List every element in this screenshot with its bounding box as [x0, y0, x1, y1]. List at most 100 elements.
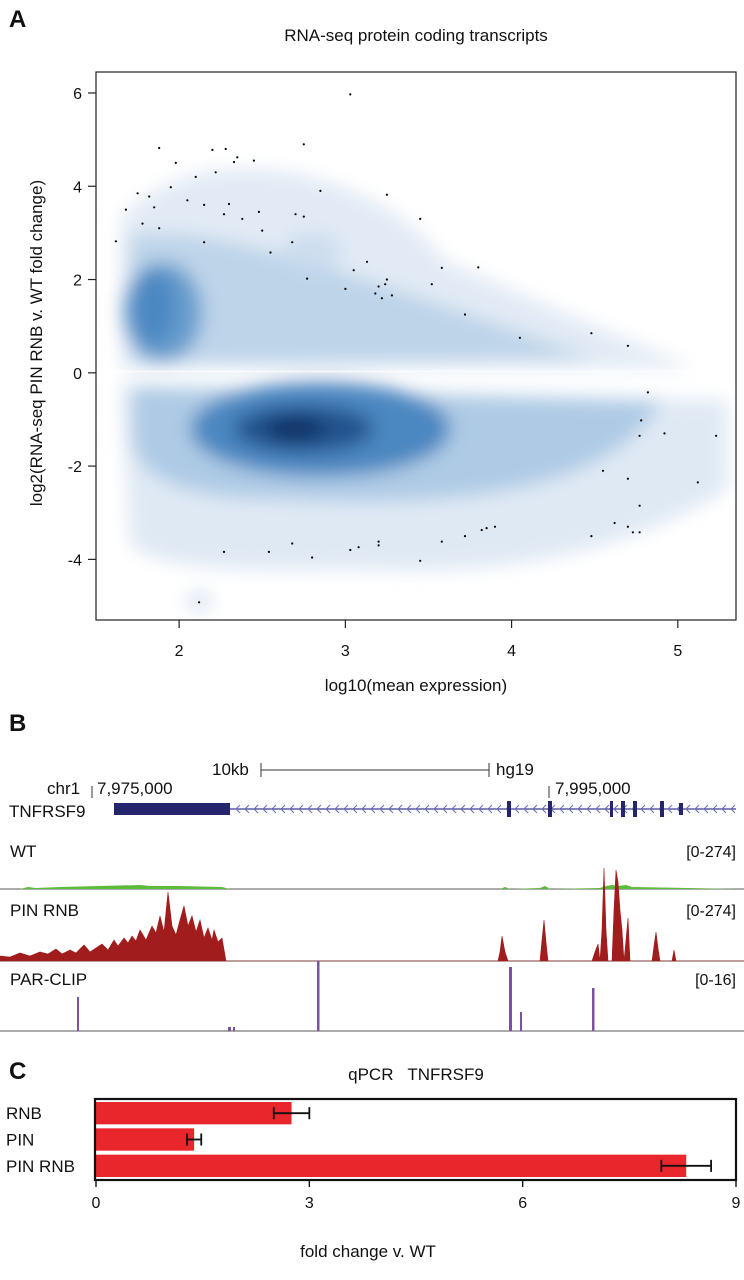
- pin-rnb-coverage-signal: [0, 867, 744, 962]
- strand-arrow: [721, 804, 727, 814]
- outlier-point: [696, 481, 699, 484]
- x-tick-label: 4: [507, 643, 516, 660]
- genome-browser-tracks: [0, 763, 744, 1032]
- outlier-point: [158, 146, 161, 150]
- qpcr-bars: RNB PIN PIN RNB: [6, 1102, 713, 1177]
- wt-coverage-signal: [20, 885, 740, 889]
- strand-arrow: [352, 804, 358, 814]
- bar-x-tick-label: 3: [305, 1195, 314, 1210]
- outlier-point: [222, 213, 226, 216]
- outlier-point: [261, 229, 264, 232]
- outlier-point: [203, 203, 206, 206]
- outlier-point: [480, 528, 483, 532]
- plot-frame: [95, 71, 737, 621]
- panel-b-letter: B: [9, 710, 27, 737]
- outlier-point: [477, 266, 480, 269]
- outlier-point: [357, 546, 360, 549]
- strand-arrow: [406, 804, 412, 814]
- outlier-point: [306, 277, 309, 280]
- outlier-point: [601, 469, 605, 472]
- panel-a-title: RNA-seq protein coding transcripts: [284, 26, 548, 45]
- outlier-point: [352, 269, 355, 272]
- strand-arrow: [532, 804, 538, 814]
- category-label: PIN: [6, 1131, 34, 1150]
- coord-left-label: 7,975,000: [97, 779, 173, 798]
- strand-arrow: [316, 804, 322, 814]
- outlier-point: [158, 227, 161, 230]
- outlier-point: [269, 251, 272, 254]
- strand-arrow: [271, 804, 277, 814]
- outlier-point: [211, 148, 214, 151]
- outlier-point: [715, 434, 718, 437]
- par-clip-peaks: [77, 961, 595, 1031]
- strand-arrow: [343, 804, 349, 814]
- strand-arrow: [640, 804, 646, 814]
- strand-arrow: [496, 804, 502, 814]
- strand-arrow: [469, 804, 475, 814]
- y-tick-label: -2: [68, 459, 82, 476]
- outlier-point: [294, 213, 297, 216]
- outlier-point: [224, 147, 227, 151]
- outlier-point: [153, 206, 156, 209]
- bar-x-tick-label: 0: [92, 1195, 101, 1210]
- outlier-point: [302, 215, 305, 218]
- error-bar: [186, 1133, 203, 1146]
- strand-arrow: [577, 804, 583, 814]
- strand-arrow: [559, 804, 565, 814]
- track-range-wt: [0-274]: [686, 844, 736, 861]
- strand-arrow: [289, 804, 295, 814]
- strand-arrow: [442, 804, 448, 814]
- outlier-point: [430, 283, 433, 286]
- y-tick-label: 0: [73, 366, 82, 383]
- y-axis-ticks: -4 -2 0 2 4 6: [68, 86, 96, 569]
- scale-bar-label: 10kb: [212, 760, 249, 779]
- outlier-point: [124, 208, 127, 211]
- outlier-point: [390, 294, 393, 297]
- outlier-point: [463, 535, 467, 538]
- gene-model: [114, 801, 736, 817]
- strand-arrow: [379, 804, 385, 814]
- track-label-par-clip: PAR-CLIP: [10, 970, 88, 989]
- outlier-point: [638, 504, 641, 507]
- outlier-point: [640, 419, 643, 422]
- track-range-par-clip: [0-16]: [695, 972, 736, 989]
- outlier-point: [419, 217, 422, 220]
- strand-arrow: [397, 804, 403, 814]
- chrom-label: chr1: [47, 779, 81, 798]
- assembly-label: hg19: [496, 760, 534, 779]
- x-axis-label: log10(mean expression): [324, 676, 508, 695]
- x-tick-label: 2: [175, 643, 184, 660]
- outlier-point: [174, 161, 177, 164]
- y-tick-label: 2: [73, 273, 82, 290]
- outlier-point: [385, 278, 388, 281]
- outlier-point: [374, 292, 377, 295]
- strand-arrow: [568, 804, 574, 814]
- outlier-point: [311, 556, 314, 559]
- outlier-point: [463, 313, 467, 316]
- strand-arrow: [424, 804, 430, 814]
- outlier-point: [385, 193, 388, 196]
- strand-arrow: [451, 804, 457, 814]
- outlier-point: [203, 241, 206, 244]
- outlier-point: [613, 521, 616, 525]
- strand-arrow: [235, 804, 241, 814]
- outlier-point: [194, 175, 197, 178]
- y-tick-label: 4: [73, 179, 82, 196]
- outlier-point: [291, 241, 294, 244]
- track-label-wt: WT: [10, 842, 37, 861]
- outlier-point: [186, 199, 189, 202]
- bar-x-tick-label: 6: [518, 1195, 527, 1210]
- strand-arrow: [433, 804, 439, 814]
- outlier-point: [344, 287, 347, 290]
- outlier-point: [518, 336, 522, 339]
- outlier-point: [638, 531, 641, 534]
- strand-arrow: [694, 804, 700, 814]
- y-tick-label: -4: [68, 552, 82, 569]
- outlier-point: [638, 434, 641, 437]
- outlier-point: [114, 240, 117, 243]
- strand-arrow: [325, 804, 331, 814]
- x-axis-ticks: 2 3 4 5: [175, 620, 682, 660]
- y-axis-label: log2(RNA-seq PIN RNB v. WT fold change): [27, 179, 46, 507]
- outlier-point: [377, 544, 380, 547]
- outlier-point: [319, 189, 322, 192]
